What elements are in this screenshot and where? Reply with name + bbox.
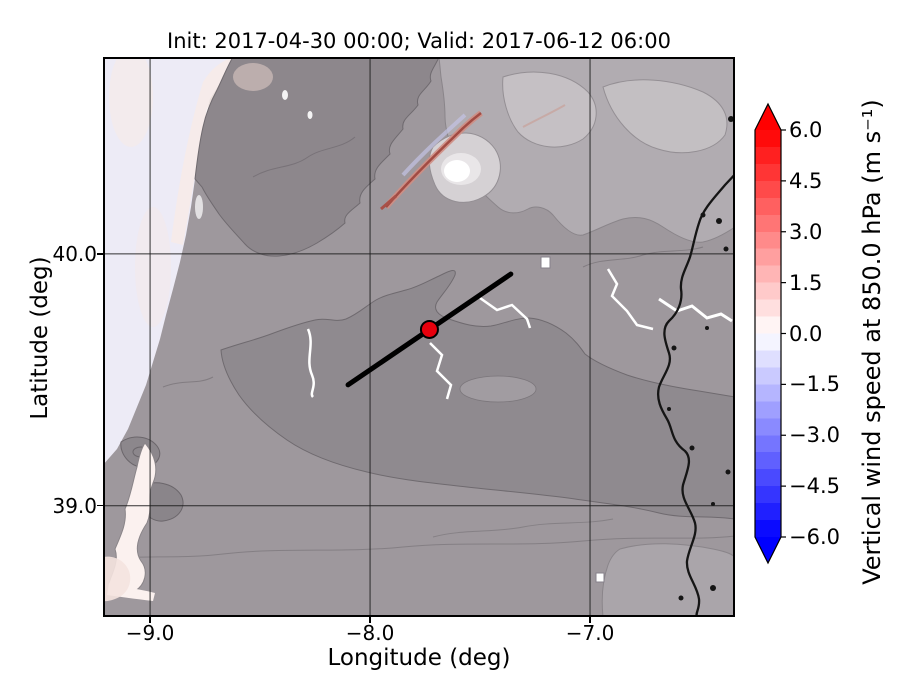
colorbar-tick-label: −3.0	[789, 423, 840, 448]
colorbar-tick-label: 0.0	[789, 321, 823, 346]
colorbar-tick-label: 4.5	[789, 168, 823, 193]
x-tick-mark	[369, 617, 371, 623]
colorbar-band	[755, 435, 781, 453]
colorbar-band	[755, 333, 781, 351]
map-plot-area	[103, 57, 735, 617]
colorbar-band	[755, 197, 781, 216]
colorbar-band	[755, 401, 781, 419]
y-tick-label: 39.0	[52, 493, 97, 518]
lat-lon-grid	[103, 57, 735, 617]
colorbar-label: Vertical wind speed at 850.0 hPa (m s⁻¹)	[858, 99, 886, 585]
colorbar-band	[755, 316, 781, 334]
colorbar-band	[755, 418, 781, 436]
colorbar-band	[755, 486, 781, 504]
colorbar-band	[755, 248, 781, 267]
plot-title: Init: 2017-04-30 00:00; Valid: 2017-06-1…	[167, 29, 671, 53]
colorbar-tick-label: 6.0	[789, 118, 823, 142]
terrain-art	[103, 57, 735, 617]
colorbar-band	[755, 146, 781, 165]
colorbar-tick-label: −6.0	[789, 525, 840, 549]
colorbar-band	[755, 163, 781, 182]
x-tick-label: −8.0	[345, 621, 395, 645]
axes-frame	[103, 57, 735, 617]
colorbar-band	[755, 350, 781, 368]
colorbar-band	[755, 520, 781, 538]
colorbar-tick-label: 3.0	[789, 219, 823, 244]
colorbar-band	[755, 367, 781, 385]
x-tick-mark	[149, 617, 151, 623]
colorbar-band	[755, 265, 781, 284]
colorbar-band	[755, 180, 781, 199]
map-overlays	[345, 271, 514, 388]
y-tick-mark	[97, 253, 103, 255]
colorbar-band	[755, 503, 781, 521]
y-tick-label: 40.0	[52, 241, 97, 266]
x-tick-mark	[589, 617, 591, 623]
colorbar-band	[755, 130, 781, 148]
colorbar-tick-label: 1.5	[789, 270, 823, 295]
colorbar-tick-label: −4.5	[789, 474, 840, 499]
colorbar-band	[755, 214, 781, 233]
colorbar-tick-label: −1.5	[789, 372, 840, 397]
x-tick-label: −9.0	[125, 621, 175, 645]
colorbar-band	[755, 452, 781, 470]
colorbar-band	[755, 231, 781, 250]
colorbar-band	[755, 282, 781, 301]
colorbar	[754, 102, 786, 565]
y-axis-label: Latitude (deg)	[27, 256, 53, 420]
x-axis-label: Longitude (deg)	[327, 645, 511, 671]
colorbar-over-arrow	[755, 104, 781, 130]
colorbar-band	[755, 299, 781, 318]
colorbar-under-arrow	[755, 537, 781, 563]
x-tick-label: −7.0	[565, 621, 615, 645]
colorbar-band	[755, 469, 781, 487]
y-tick-mark	[97, 504, 103, 507]
location-marker-dot	[419, 319, 439, 339]
border-villages	[667, 116, 734, 601]
terrain-map	[103, 57, 735, 617]
colorbar-band	[755, 384, 781, 402]
